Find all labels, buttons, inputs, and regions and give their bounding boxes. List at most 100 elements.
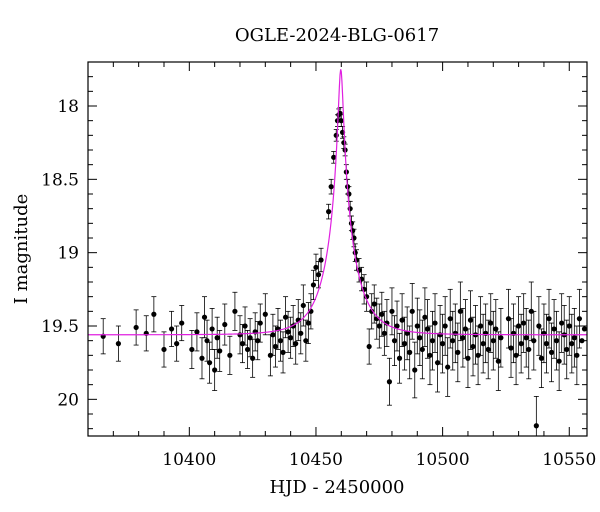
x-tick-label: 10400 — [162, 450, 216, 470]
data-point — [551, 326, 557, 332]
data-point — [422, 314, 428, 320]
y-tick-label: 19 — [57, 244, 79, 264]
data-point — [460, 335, 466, 341]
data-point — [478, 323, 484, 329]
axis-ticks: 10400 10450 10500 10550 18 18.5 19 19.5 20 — [41, 61, 596, 470]
data-point — [250, 355, 256, 361]
data-point — [404, 330, 410, 336]
data-point — [554, 338, 560, 344]
data-point — [371, 301, 377, 307]
data-point — [440, 341, 446, 347]
model-curve — [88, 69, 587, 336]
data-point — [488, 320, 494, 326]
data-point — [300, 302, 306, 309]
data-point — [217, 348, 223, 354]
data-point — [548, 349, 555, 355]
x-tick-label: 10550 — [542, 450, 596, 470]
data-point — [495, 358, 501, 364]
data-point — [227, 352, 233, 358]
data-point — [315, 272, 322, 278]
data-point — [331, 154, 337, 160]
data-point — [538, 355, 545, 361]
data-point — [475, 352, 481, 358]
data-point — [303, 338, 309, 344]
data-point — [452, 330, 458, 336]
data-point — [333, 132, 339, 138]
data-point — [574, 352, 580, 358]
y-tick-label: 19.5 — [41, 317, 79, 337]
data-point — [569, 341, 575, 347]
data-point — [369, 308, 375, 314]
data-point — [412, 367, 418, 373]
data-point — [338, 118, 344, 124]
data-point — [513, 352, 519, 358]
y-tick-label: 18 — [57, 97, 79, 117]
data-point — [432, 320, 438, 326]
data-point — [288, 335, 294, 341]
data-points-layer — [100, 107, 587, 436]
data-point — [394, 323, 400, 329]
data-point — [272, 343, 279, 350]
data-point — [293, 341, 299, 347]
data-point — [531, 338, 537, 344]
data-point — [493, 326, 499, 332]
data-point — [189, 346, 195, 353]
data-point — [262, 311, 268, 317]
data-point — [536, 323, 542, 329]
data-point — [399, 317, 405, 323]
data-point — [528, 308, 534, 314]
data-point — [376, 323, 382, 329]
data-point — [402, 341, 408, 347]
data-point — [270, 332, 276, 338]
data-point — [347, 206, 353, 212]
data-point — [328, 184, 334, 190]
data-point — [179, 320, 185, 326]
data-point — [533, 423, 539, 429]
data-point — [508, 345, 514, 351]
data-point — [237, 332, 243, 338]
data-point — [168, 326, 175, 332]
data-point — [151, 311, 157, 317]
data-point — [257, 320, 263, 326]
data-point — [556, 358, 562, 364]
data-point — [450, 338, 456, 344]
data-point — [465, 355, 471, 361]
data-point — [285, 329, 291, 335]
data-point — [467, 317, 474, 323]
data-point — [133, 324, 139, 331]
data-point — [381, 330, 387, 336]
data-point — [455, 349, 461, 355]
data-point — [310, 282, 317, 288]
data-point — [424, 326, 431, 332]
data-point — [282, 314, 289, 320]
data-point — [346, 191, 352, 197]
data-point — [232, 308, 238, 314]
data-point — [470, 343, 476, 350]
x-tick-label: 10500 — [416, 450, 470, 470]
data-point — [526, 346, 532, 353]
data-point — [389, 308, 395, 314]
data-point — [518, 341, 524, 347]
data-point — [409, 308, 415, 314]
data-point — [559, 320, 565, 326]
data-point — [212, 367, 218, 373]
data-point — [161, 346, 167, 353]
x-axis-label: HJD - 2450000 — [269, 477, 404, 498]
data-point — [379, 311, 385, 317]
data-point — [201, 314, 208, 320]
data-point — [318, 257, 324, 263]
plot-frame — [87, 61, 588, 437]
data-point — [485, 346, 491, 353]
data-point — [414, 323, 420, 329]
data-point — [396, 355, 403, 361]
data-point — [579, 338, 585, 344]
data-point — [490, 338, 496, 344]
data-point — [564, 346, 570, 353]
data-point — [523, 335, 529, 341]
data-point — [244, 346, 251, 353]
data-point — [206, 360, 213, 366]
data-point — [571, 335, 577, 341]
data-point — [457, 308, 463, 314]
data-point — [419, 346, 425, 353]
